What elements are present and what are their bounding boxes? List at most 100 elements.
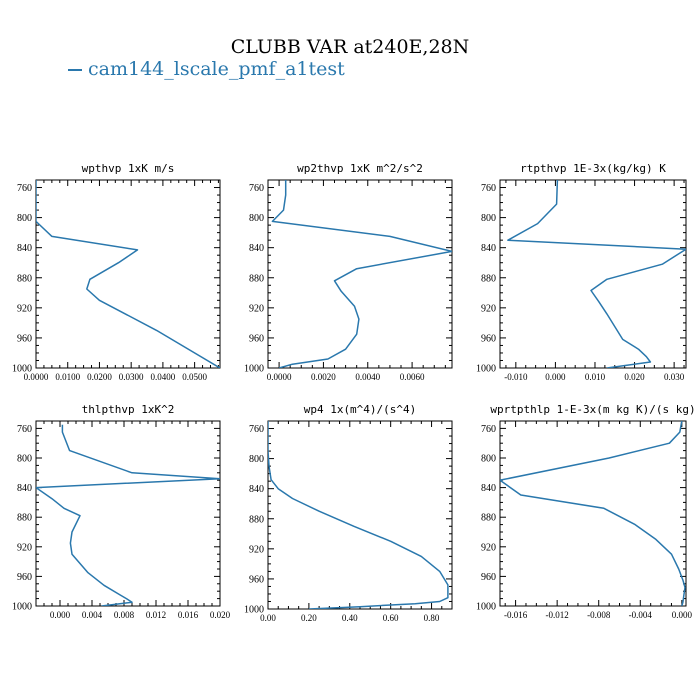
legend: cam144_lscale_pmf_a1test <box>68 58 345 80</box>
x-tick-label: 0.020 <box>624 372 645 382</box>
y-tick-label: 760 <box>17 424 32 435</box>
legend-line-swatch <box>68 69 82 71</box>
x-tick-label: 0.030 <box>664 372 685 382</box>
y-tick-label: 1000 <box>476 602 496 613</box>
panel-frame <box>499 420 687 607</box>
y-tick-label: 800 <box>17 454 32 465</box>
y-tick-label: 800 <box>481 454 496 465</box>
y-tick-label: 760 <box>249 183 264 194</box>
y-tick-label: 840 <box>481 243 496 254</box>
y-tick-label: 880 <box>249 273 264 284</box>
y-tick-label: 920 <box>17 303 32 314</box>
x-tick-label: 0.020 <box>210 610 231 620</box>
profile-line <box>507 180 686 368</box>
x-tick-label: 0.008 <box>114 610 135 620</box>
x-tick-label: 0.012 <box>146 610 166 620</box>
panel-3: rtpthvp 1E-3x(kg/kg) K 760 800 840 880 920 960… <box>476 162 687 382</box>
x-tick-label: -0.016 <box>504 610 528 620</box>
y-tick-label: 880 <box>481 273 496 284</box>
x-tick-label: 0.0200 <box>87 372 112 382</box>
x-tick-label: -0.012 <box>546 610 569 620</box>
y-tick-label: 760 <box>481 424 496 435</box>
y-tick-label: 960 <box>249 333 264 344</box>
x-tick-label: 0.016 <box>178 610 199 620</box>
profile-line <box>271 180 452 368</box>
panel-5: wp4 1x(m^4)/(s^4)76080084088092096010000… <box>244 403 453 623</box>
y-tick-label: 840 <box>17 483 32 494</box>
x-tick-label: 0.000 <box>672 610 693 620</box>
y-tick-label: 920 <box>17 542 32 553</box>
panel-4: thlpthvp 1xK^2 760 800 840 880 920 960 1000 0.00… <box>12 403 231 620</box>
y-tick-label: 960 <box>17 572 32 583</box>
x-tick-label: 0.00 <box>260 613 276 623</box>
panel-frame <box>499 179 687 369</box>
y-tick-label: 880 <box>249 514 264 525</box>
panel-title: rtpthvp 1E-3x(kg/kg) K <box>520 162 666 175</box>
y-tick-label: 840 <box>249 243 264 254</box>
profile-line <box>500 421 686 606</box>
profile-line <box>268 421 449 609</box>
x-tick-label: 0.80 <box>424 613 440 623</box>
y-tick-label: 840 <box>481 483 496 494</box>
panel-title: wp2thvp 1xK m^2/s^2 <box>297 162 423 175</box>
y-tick-label: 760 <box>249 424 264 435</box>
panel-frame <box>267 420 453 610</box>
y-tick-label: 880 <box>17 273 32 284</box>
x-tick-label: 0.20 <box>301 613 317 623</box>
panel-title: thlpthvp 1xK^2 <box>82 403 175 416</box>
x-tick-label: 0.004 <box>82 610 103 620</box>
y-tick-label: 840 <box>249 484 264 495</box>
x-tick-label: -0.010 <box>504 372 528 382</box>
y-tick-label: 880 <box>481 513 496 524</box>
x-tick-label: 0.0060 <box>400 372 425 382</box>
y-tick-label: 920 <box>249 544 264 555</box>
panel-2: wp2thvp 1xK m^2/s^2 760 800 840 880 920 960 100… <box>244 162 453 382</box>
panel-6: wprtpthlp 1-E-3x(m kg K)/(s kg) 760 800 840… <box>476 403 696 620</box>
x-tick-label: 0.0500 <box>182 372 207 382</box>
x-tick-label: 0.60 <box>383 613 399 623</box>
y-tick-label: 880 <box>17 513 32 524</box>
legend-label: cam144_lscale_pmf_a1test <box>88 58 345 80</box>
x-tick-label: 0.0020 <box>311 372 336 382</box>
x-tick-label: 0.000 <box>545 372 566 382</box>
x-tick-label: -0.004 <box>629 610 653 620</box>
x-tick-label: 0.000 <box>50 610 71 620</box>
y-tick-label: 1000 <box>12 602 32 613</box>
y-tick-label: 760 <box>17 183 32 194</box>
y-tick-label: 1000 <box>476 364 496 375</box>
y-tick-label: 960 <box>481 572 496 583</box>
y-tick-label: 1000 <box>244 605 264 616</box>
x-tick-label: 0.0000 <box>24 372 49 382</box>
x-tick-label: -0.008 <box>587 610 611 620</box>
y-tick-label: 960 <box>249 574 264 585</box>
panel-title: wpthvp 1xK m/s <box>82 162 175 175</box>
y-tick-label: 960 <box>17 333 32 344</box>
x-tick-label: 0.0040 <box>355 372 380 382</box>
y-tick-label: 800 <box>481 213 496 224</box>
x-tick-label: 0.010 <box>585 372 606 382</box>
panel-title: wp4 1x(m^4)/(s^4) <box>304 403 417 416</box>
y-tick-label: 920 <box>481 303 496 314</box>
x-tick-label: 0.0400 <box>151 372 176 382</box>
x-tick-label: 0.40 <box>342 613 358 623</box>
x-tick-label: 0.0000 <box>267 372 292 382</box>
y-tick-label: 1000 <box>12 364 32 375</box>
profile-line <box>36 424 220 606</box>
y-tick-label: 920 <box>249 303 264 314</box>
y-tick-label: 1000 <box>244 364 264 375</box>
panel-frame <box>35 179 221 369</box>
y-tick-label: 960 <box>481 333 496 344</box>
y-tick-label: 800 <box>249 454 264 465</box>
y-tick-label: 840 <box>17 243 32 254</box>
panel-1: wpthvp 1xK m/s 760 800 840 880 920 960 10000.00… <box>12 162 221 382</box>
panel-frame <box>35 420 221 607</box>
y-tick-label: 800 <box>17 213 32 224</box>
y-tick-label: 800 <box>249 213 264 224</box>
y-tick-label: 760 <box>481 183 496 194</box>
panel-frame <box>267 179 453 369</box>
y-tick-label: 920 <box>481 542 496 553</box>
x-tick-label: 0.0300 <box>119 372 144 382</box>
profile-line <box>36 180 220 368</box>
